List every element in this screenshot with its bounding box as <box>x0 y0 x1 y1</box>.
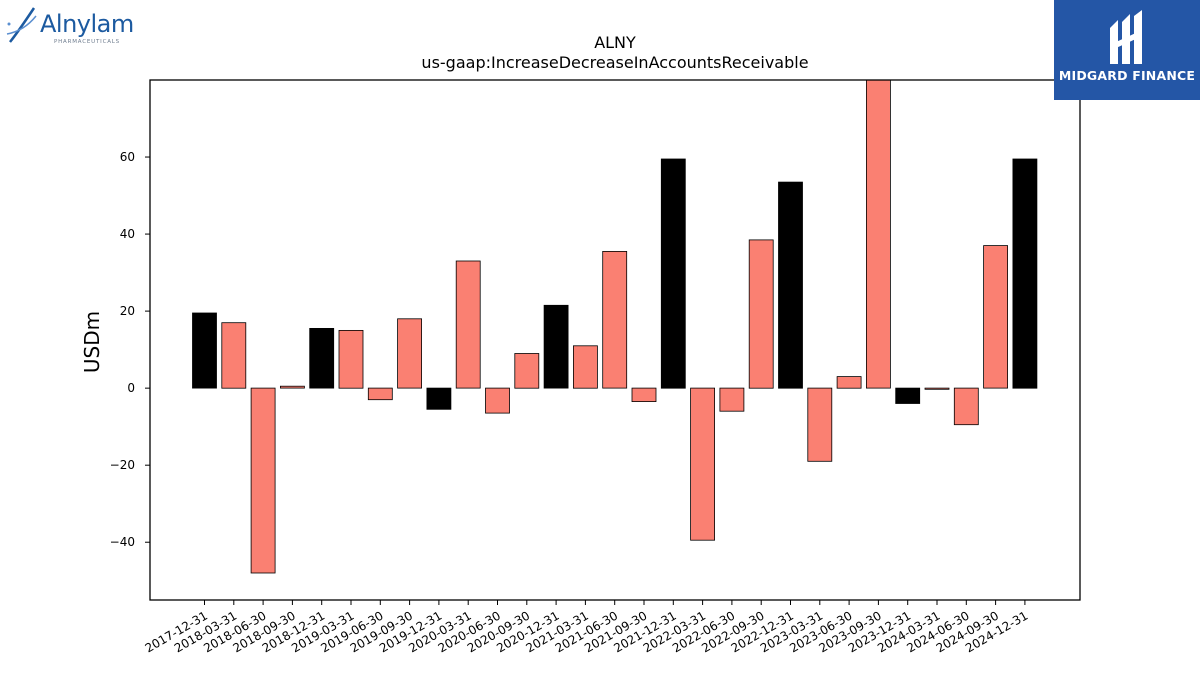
bar-2022-12-31 <box>778 181 803 389</box>
bar-2018-09-30 <box>279 385 305 389</box>
y-tick-label: −20 <box>110 458 135 472</box>
chart-subtitle: us-gaap:IncreaseDecreaseInAccountsReceiv… <box>421 53 808 72</box>
bar-2024-03-31 <box>924 387 950 390</box>
midgard-finance-logo: MIDGARD FINANCE <box>1054 0 1200 100</box>
alnylam-logo-subtext: PHARMACEUTICALS <box>54 39 120 45</box>
bar-2018-03-31 <box>221 322 247 389</box>
bar-2019-09-30 <box>397 318 423 389</box>
bars-group <box>192 79 1038 574</box>
bar-2023-06-30 <box>836 376 862 389</box>
bar-2018-06-30 <box>250 387 276 574</box>
bar-2022-06-30 <box>719 387 745 412</box>
bar-2018-12-31 <box>309 327 335 389</box>
y-tick-label: −40 <box>110 535 135 549</box>
bar-2024-06-30 <box>953 387 979 426</box>
y-tick-label: 40 <box>120 227 135 241</box>
bar-2021-06-30 <box>602 250 628 389</box>
bar-2022-09-30 <box>748 239 774 389</box>
alnylam-logo: Alnylam PHARMACEUTICALS <box>4 4 164 48</box>
bar-2019-06-30 <box>367 387 393 401</box>
bar-2017-12-31 <box>192 312 217 389</box>
bar-2020-12-31 <box>543 304 569 389</box>
bar-2021-12-31 <box>660 158 686 389</box>
midgard-finance-text: MIDGARD FINANCE <box>1058 68 1196 83</box>
bar-2023-12-31 <box>895 387 921 404</box>
bar-2021-03-31 <box>573 345 598 389</box>
alnylam-logo-text: Alnylam <box>40 10 134 38</box>
bar-2019-03-31 <box>338 329 364 389</box>
midgard-mark-icon <box>1110 10 1142 64</box>
bar-2024-09-30 <box>983 245 1008 389</box>
bar-2019-12-31 <box>426 387 452 410</box>
bar-2020-06-30 <box>485 387 510 414</box>
alnylam-swoosh-icon <box>6 7 37 43</box>
y-tick-label: 0 <box>127 381 135 395</box>
bar-2023-09-30 <box>866 79 891 389</box>
y-tick-label: 60 <box>120 150 135 164</box>
y-tick-label: 20 <box>120 304 135 318</box>
y-axis-ticks: −40 −20 0 20 40 60 <box>110 150 150 549</box>
bar-2024-12-31 <box>1012 158 1038 389</box>
bar-2023-03-31 <box>807 387 833 462</box>
x-axis-ticks: 2017-12-312018-03-312018-06-302018-09-30… <box>143 600 1030 655</box>
bar-2021-09-30 <box>631 387 657 403</box>
chart-title: ALNY <box>594 33 636 52</box>
bar-2020-03-31 <box>455 260 481 389</box>
bar-2020-09-30 <box>514 353 540 389</box>
plot-frame <box>149 79 1081 601</box>
y-axis-label: USDm <box>80 311 104 373</box>
bar-2022-03-31 <box>690 387 715 541</box>
